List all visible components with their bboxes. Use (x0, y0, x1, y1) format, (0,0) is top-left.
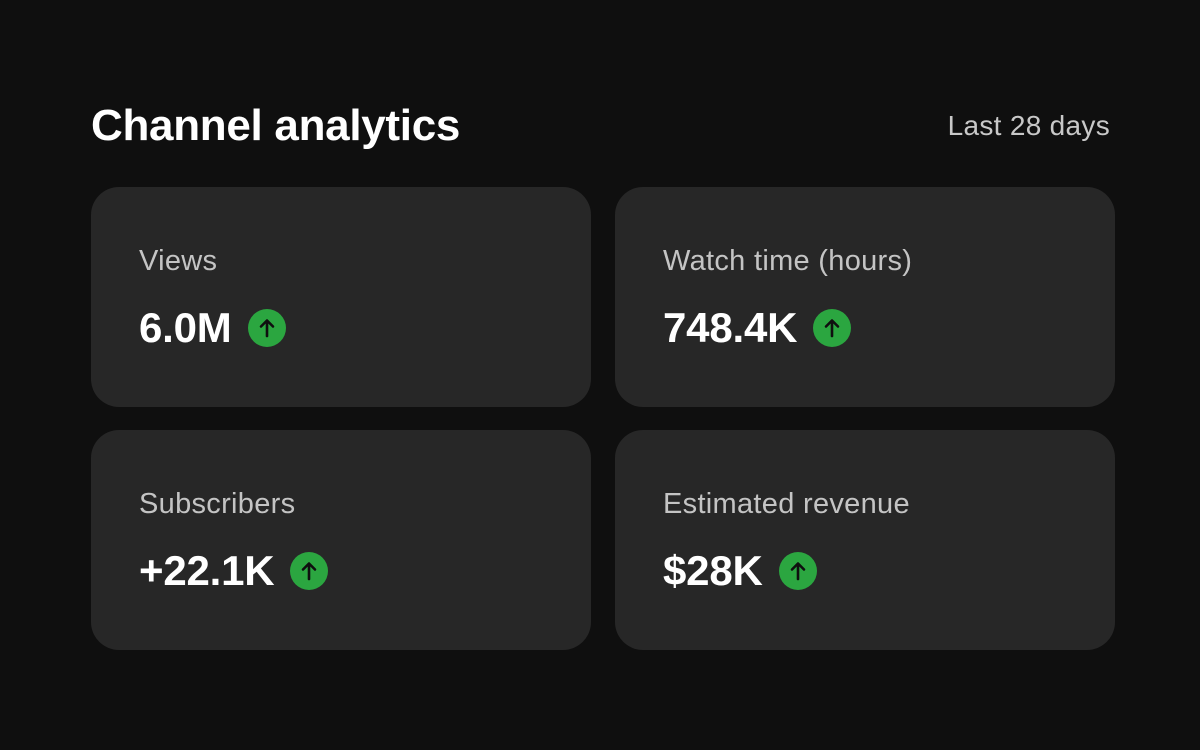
metric-value: $28K (663, 547, 763, 594)
metric-value-row: 748.4K (663, 300, 852, 356)
metric-card-subscribers[interactable]: Subscribers +22.1K (91, 430, 591, 650)
metric-value-row: $28K (663, 543, 817, 599)
metric-label: Estimated revenue (663, 488, 910, 520)
date-range-label[interactable]: Last 28 days (947, 110, 1110, 141)
metric-card-views[interactable]: Views 6.0M (91, 187, 591, 407)
metric-card-watch-time[interactable]: Watch time (hours) 748.4K (615, 187, 1115, 407)
metric-label: Watch time (hours) (663, 245, 913, 277)
trend-up-icon (290, 552, 329, 590)
trend-up-icon (778, 552, 817, 590)
metric-value: 6.0M (139, 304, 232, 351)
metric-card-revenue[interactable]: Estimated revenue $28K (615, 430, 1115, 650)
analytics-header: Channel analytics Last 28 days (91, 96, 1110, 160)
metric-value-row: +22.1K (139, 543, 329, 599)
page-title: Channel analytics (91, 101, 461, 150)
trend-up-icon (813, 309, 852, 347)
trend-up-icon (247, 309, 286, 347)
metric-value-row: 6.0M (139, 300, 286, 356)
metric-label: Subscribers (139, 488, 296, 520)
metric-label: Views (139, 245, 218, 277)
metric-value: 748.4K (663, 304, 798, 351)
metric-value: +22.1K (139, 547, 275, 594)
